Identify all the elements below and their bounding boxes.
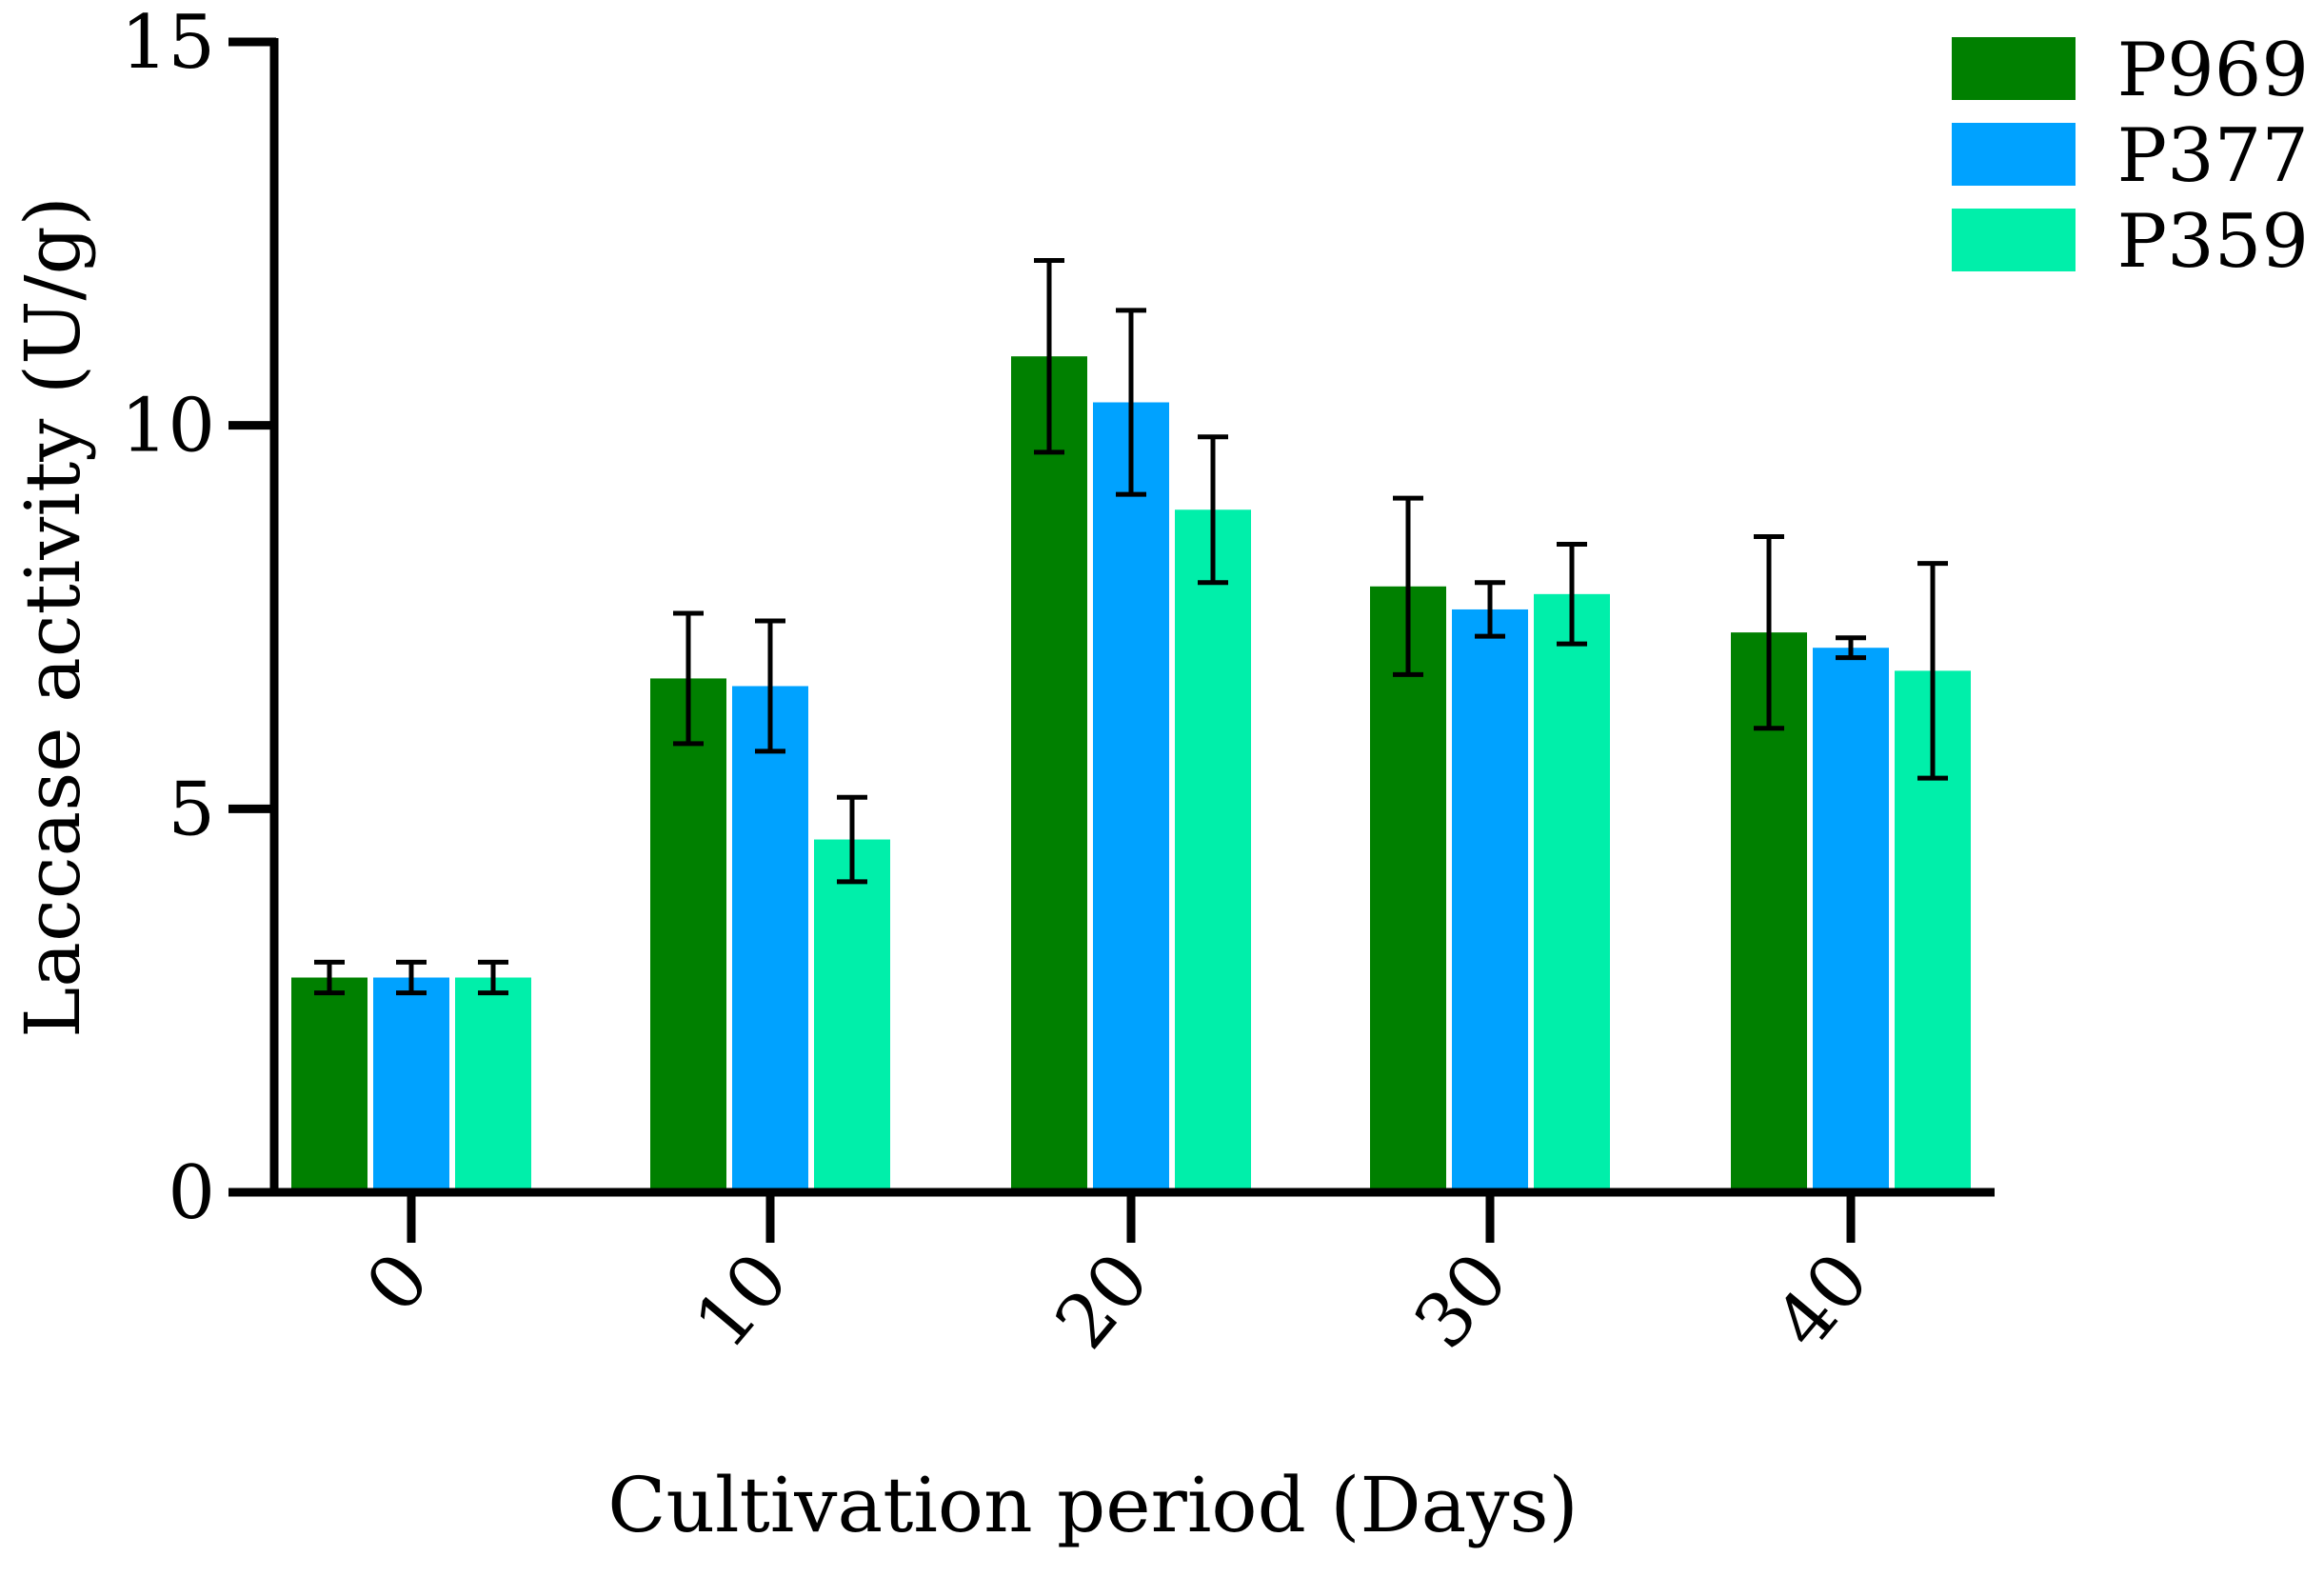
- bar-p377-day-10: [732, 686, 808, 1192]
- legend-label-p377: P377: [2117, 113, 2309, 199]
- x-tick-label-10: 10: [679, 1237, 805, 1365]
- y-tick-label-10: 10: [121, 384, 215, 469]
- bar-p377-day-40: [1813, 648, 1889, 1192]
- error-bar-p377-day-40: [1836, 635, 1866, 661]
- error-bar-p969-day-40: [1754, 533, 1784, 731]
- x-tick-label-20: 20: [1040, 1237, 1166, 1365]
- x-ticks: 0 10 20 30 40: [350, 1190, 1886, 1365]
- bar-p359-day-20: [1175, 509, 1251, 1192]
- error-bars-layer: [314, 258, 1948, 996]
- bars-layer: [291, 356, 1971, 1193]
- error-bar-p377-day-30: [1475, 580, 1505, 639]
- legend-item-p359: P359: [1952, 199, 2309, 285]
- bar-p969-day-20: [1011, 356, 1087, 1193]
- y-tick-label-15: 15: [121, 0, 215, 86]
- bar-p377-day-30: [1452, 609, 1528, 1192]
- y-tick-label-5: 5: [168, 767, 215, 852]
- error-bar-p359-day-0: [478, 959, 508, 996]
- bar-p969-day-30: [1370, 586, 1446, 1192]
- error-bar-p359-day-30: [1557, 541, 1587, 647]
- error-bar-p969-day-30: [1393, 495, 1423, 677]
- x-tick-label-0: 0: [350, 1237, 447, 1328]
- error-bar-p969-day-10: [673, 610, 704, 747]
- x-tick-label-30: 30: [1399, 1237, 1525, 1365]
- x-tick-label-40: 40: [1759, 1237, 1886, 1365]
- bar-p359-day-10: [814, 839, 890, 1192]
- bar-p969-day-0: [291, 977, 367, 1192]
- error-bar-p377-day-20: [1116, 308, 1146, 497]
- error-bar-p377-day-10: [755, 618, 785, 754]
- legend-swatch-p377: [1952, 123, 2076, 186]
- bar-p377-day-20: [1093, 402, 1169, 1192]
- bar-p377-day-0: [373, 977, 449, 1192]
- error-bar-p969-day-20: [1034, 258, 1064, 455]
- error-bar-p377-day-0: [396, 959, 427, 996]
- legend-label-p359: P359: [2117, 199, 2309, 285]
- legend-item-p377: P377: [1952, 113, 2309, 199]
- bar-p359-day-0: [455, 977, 531, 1192]
- y-tick-label-0: 0: [168, 1150, 215, 1236]
- error-bar-p359-day-40: [1917, 561, 1948, 781]
- legend-label-p969: P969: [2117, 28, 2309, 113]
- error-bar-p969-day-0: [314, 959, 345, 996]
- error-bar-p359-day-20: [1198, 434, 1228, 586]
- x-axis-label: Cultivation period (Days): [607, 1461, 1579, 1549]
- error-bar-p359-day-10: [837, 794, 867, 885]
- legend-swatch-p969: [1952, 37, 2076, 100]
- legend-item-p969: P969: [1952, 28, 2309, 113]
- y-ticks: 0 5 10 15: [121, 0, 276, 1236]
- y-axis-label: Laccase activity (U/g): [9, 196, 97, 1038]
- bar-p969-day-10: [650, 678, 726, 1192]
- bar-p359-day-30: [1534, 593, 1610, 1192]
- legend-swatch-p359: [1952, 209, 2076, 271]
